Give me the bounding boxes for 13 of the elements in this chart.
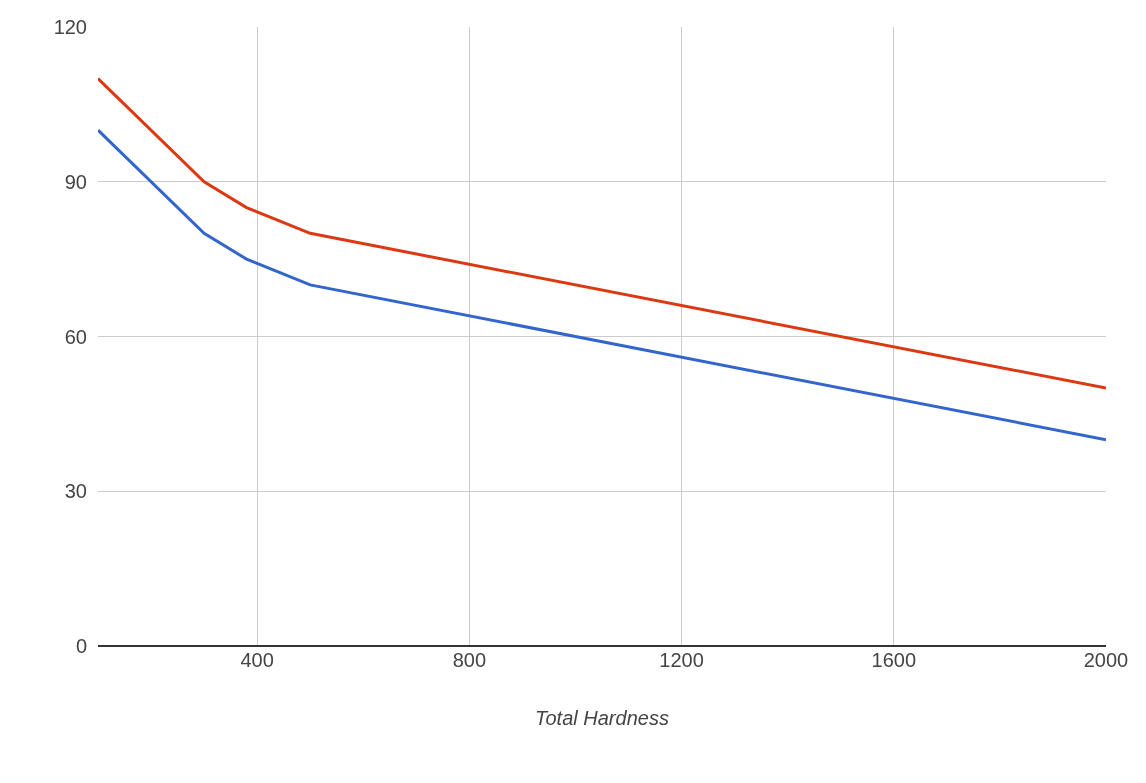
y-tick-label: 120 <box>53 16 87 38</box>
x-axis-title: Total Hardness <box>535 706 669 729</box>
x-tick-label: 400 <box>240 649 274 671</box>
y-tick-label: 30 <box>64 480 87 503</box>
line-series <box>98 77 1106 390</box>
y-tick-label: 60 <box>64 325 87 348</box>
y-tick-label: 0 <box>75 635 87 657</box>
x-tick-label: 800 <box>452 649 487 671</box>
line-series <box>98 128 1106 442</box>
x-tick-label: 2000 <box>1083 649 1129 671</box>
x-tick-label: 1200 <box>659 649 704 671</box>
y-tick-label: 90 <box>64 170 87 193</box>
x-tick-label: 1600 <box>871 649 917 671</box>
